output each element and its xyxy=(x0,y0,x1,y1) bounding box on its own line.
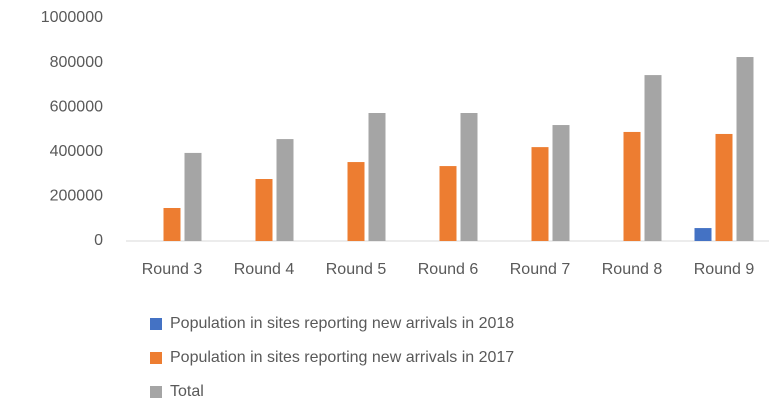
legend-label: Population in sites reporting new arriva… xyxy=(170,315,514,332)
bar xyxy=(347,162,365,241)
bar xyxy=(255,179,273,241)
x-tick-label: Round 4 xyxy=(234,261,295,278)
legend-swatch xyxy=(150,318,162,330)
bar xyxy=(644,75,662,241)
legend-label: Population in sites reporting new arriva… xyxy=(170,349,514,366)
y-tick-label: 0 xyxy=(94,232,103,249)
bar xyxy=(460,112,478,241)
y-tick-label: 1000000 xyxy=(41,9,103,26)
bar xyxy=(163,207,181,241)
x-tick-label: Round 5 xyxy=(326,261,387,278)
x-tick-label: Round 6 xyxy=(418,261,479,278)
legend-swatch xyxy=(150,386,162,398)
y-tick-label: 400000 xyxy=(50,143,103,160)
bar xyxy=(368,112,386,241)
y-tick-label: 800000 xyxy=(50,54,103,71)
bar xyxy=(715,133,733,241)
bar xyxy=(276,139,294,241)
x-tick-label: Round 8 xyxy=(602,261,663,278)
y-tick-label: 600000 xyxy=(50,98,103,115)
legend-swatch xyxy=(150,352,162,364)
bar xyxy=(184,152,202,241)
x-tick-label: Round 9 xyxy=(694,261,755,278)
x-tick-label: Round 7 xyxy=(510,261,571,278)
x-tick-label: Round 3 xyxy=(142,261,203,278)
y-tick-label: 200000 xyxy=(50,188,103,205)
bar xyxy=(736,57,754,242)
bar xyxy=(531,147,549,241)
bar xyxy=(623,131,641,241)
bar xyxy=(694,228,712,241)
bar xyxy=(439,166,457,241)
legend-label: Total xyxy=(170,383,204,400)
bar xyxy=(552,125,570,241)
